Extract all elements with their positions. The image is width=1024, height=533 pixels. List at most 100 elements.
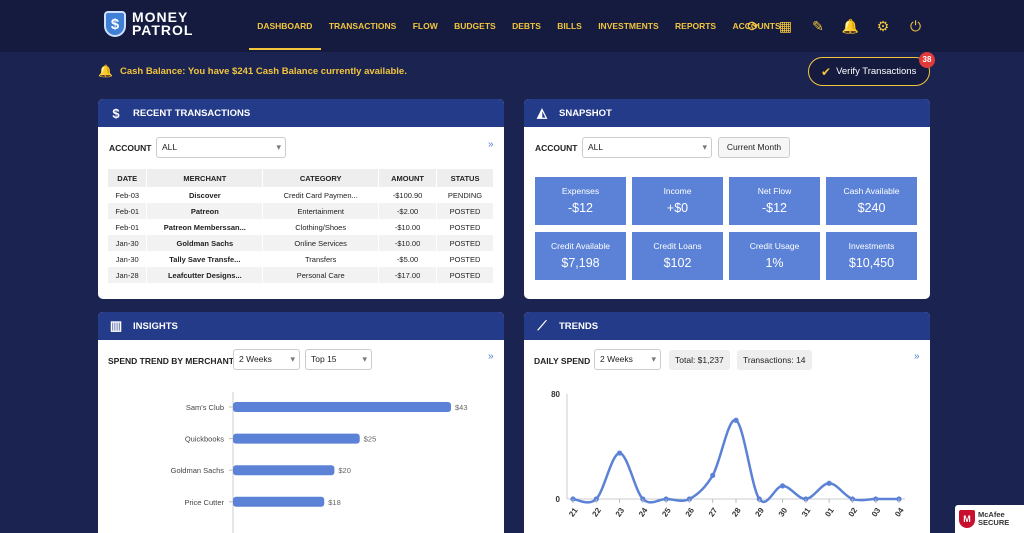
period-select[interactable]: 2 Weeks <box>233 349 300 370</box>
tile-label: Credit Available <box>551 241 610 251</box>
nav-dashboard[interactable]: DASHBOARD <box>249 0 321 52</box>
cell-amount: -$17.00 <box>378 267 438 283</box>
panel-title: RECENT TRANSACTIONS <box>133 107 251 119</box>
table-row[interactable]: Feb-03 Discover Credit Card Paymen... -$100… <box>108 187 494 203</box>
expand-icon[interactable]: » <box>488 139 494 150</box>
cash-balance-notice: 🔔 Cash Balance: You have $241 Cash Balan… <box>98 64 407 78</box>
bar <box>233 465 335 476</box>
expand-icon[interactable]: » <box>488 351 494 362</box>
expand-icon[interactable]: » <box>914 351 920 362</box>
verify-transactions-button[interactable]: ✔ Verify Transactions 38 <box>808 52 935 86</box>
tile-label: Net Flow <box>757 186 792 196</box>
mcafee-shield-icon: M <box>959 510 975 528</box>
data-point <box>779 483 786 489</box>
refresh-icon[interactable]: ⟳ <box>747 18 759 34</box>
tile-income[interactable]: Income +$0 <box>632 177 723 225</box>
data-point <box>616 450 623 456</box>
series-line <box>572 419 899 504</box>
cell-date: Jan-28 <box>108 267 148 283</box>
logout-icon[interactable]: ⏻ <box>909 18 922 34</box>
cell-category: Transfers <box>262 251 380 267</box>
bell-icon[interactable]: 🔔 <box>841 18 860 34</box>
account-select[interactable]: ALL <box>582 137 712 158</box>
bar-chart-icon: ▥ <box>109 318 123 333</box>
col-status[interactable]: STATUS <box>436 169 494 187</box>
tile-value: -$12 <box>761 201 788 215</box>
table-row[interactable]: Feb-01 Patreon Entertainment -$2.00 POSTED <box>108 203 494 219</box>
gear-icon[interactable]: ⚙ <box>876 18 890 34</box>
tile-value: $240 <box>857 201 886 215</box>
cell-merchant: Patreon <box>146 203 264 219</box>
account-select[interactable]: ALL <box>156 137 286 158</box>
panel-title: INSIGHTS <box>133 320 178 332</box>
cell-amount: -$2.00 <box>378 203 438 219</box>
tile-cash-available[interactable]: Cash Available $240 <box>826 177 917 225</box>
mcafee-line-1: McAfee <box>978 510 1005 519</box>
category-label: Price Cutter <box>184 498 224 507</box>
col-date[interactable]: DATE <box>108 169 148 187</box>
total-pill: Total: $1,237 <box>669 350 730 370</box>
filter-label: SPEND TREND BY MERCHANT <box>108 356 234 366</box>
panel-title: SNAPSHOT <box>559 107 612 119</box>
table-row[interactable]: Jan-28 Leafcutter Designs... Personal Care… <box>108 267 494 283</box>
period-select[interactable]: 2 Weeks <box>594 349 661 370</box>
panel-header: ⟋ TRENDS <box>524 312 930 340</box>
line-chart-icon: ⟋ <box>537 318 547 333</box>
bar-value-label: $18 <box>328 498 341 507</box>
nav-flow[interactable]: FLOW <box>412 21 438 31</box>
cell-category: Personal Care <box>262 267 380 283</box>
cell-merchant: Leafcutter Designs... <box>146 267 264 283</box>
cell-category: Clothing/Shoes <box>262 219 380 235</box>
x-tick-label: 30 <box>777 506 790 519</box>
tile-value: $7,198 <box>561 256 600 270</box>
col-amount[interactable]: AMOUNT <box>378 169 438 187</box>
x-tick-label: 03 <box>870 506 883 519</box>
cell-amount: -$100.90 <box>378 187 438 203</box>
col-category[interactable]: CATEGORY <box>262 169 380 187</box>
filter-label: DAILY SPEND <box>534 356 591 366</box>
period-button[interactable]: Current Month <box>718 137 790 158</box>
account-label: ACCOUNT <box>535 143 578 153</box>
cell-category: Credit Card Paymen... <box>262 187 380 203</box>
cell-status: POSTED <box>436 203 494 219</box>
x-tick-label: 24 <box>637 506 650 519</box>
tile-investments[interactable]: Investments $10,450 <box>826 232 917 280</box>
mcafee-secure-badge[interactable]: M McAfee SECURE <box>955 505 1024 533</box>
tile-credit-usage[interactable]: Credit Usage 1% <box>729 232 820 280</box>
bar <box>233 402 451 412</box>
bar-value-label: $25 <box>364 435 377 444</box>
tile-label: Expenses <box>561 186 600 196</box>
nav-budgets[interactable]: BUDGETS <box>454 21 496 31</box>
tile-net-flow[interactable]: Net Flow -$12 <box>729 177 820 225</box>
cell-status: POSTED <box>436 235 494 251</box>
nav-transactions[interactable]: TRANSACTIONS <box>328 21 397 31</box>
bar-value-label: $20 <box>338 466 351 475</box>
tile-credit-available[interactable]: Credit Available $7,198 <box>535 232 626 280</box>
table-row[interactable]: Jan-30 Tally Save Transfe... Transfers -$5.… <box>108 251 494 267</box>
nav-debts[interactable]: DEBTS <box>512 21 541 31</box>
bar <box>233 433 360 444</box>
tile-credit-loans[interactable]: Credit Loans $102 <box>632 232 723 280</box>
nav-investments[interactable]: INVESTMENTS <box>598 21 659 31</box>
nav-bills[interactable]: BILLS <box>557 21 582 31</box>
calendar-icon[interactable]: ▦ <box>778 18 793 34</box>
logo-shield-icon: $ <box>104 11 126 37</box>
table-row[interactable]: Jan-30 Goldman Sachs Online Services -$10.0… <box>108 235 494 251</box>
cell-amount: -$5.00 <box>378 251 438 267</box>
cell-merchant: Tally Save Transfe... <box>146 251 264 267</box>
cell-category: Entertainment <box>262 203 380 219</box>
col-merchant[interactable]: MERCHANT <box>146 169 264 187</box>
cell-status: POSTED <box>436 219 494 235</box>
x-tick-label: 27 <box>707 506 720 519</box>
nav-reports[interactable]: REPORTS <box>675 21 717 31</box>
paperclip-icon[interactable]: ✎ <box>812 18 824 34</box>
top-select[interactable]: Top 15 <box>305 349 372 370</box>
logo-line-1: MONEY <box>132 9 189 25</box>
tile-label: Investments <box>848 241 895 251</box>
nav-accounts[interactable]: ACCOUNTS <box>732 21 781 31</box>
tile-expenses[interactable]: Expenses -$12 <box>535 177 626 225</box>
logo[interactable]: $ MONEY PATROL <box>104 9 193 37</box>
table-row[interactable]: Feb-01 Patreon Memberssan... Clothing/Shoe… <box>108 219 494 235</box>
cell-date: Feb-01 <box>108 203 148 219</box>
nav-icons: ⟳ ▦ ✎ 🔔 ⚙ ⏻ <box>744 17 939 35</box>
